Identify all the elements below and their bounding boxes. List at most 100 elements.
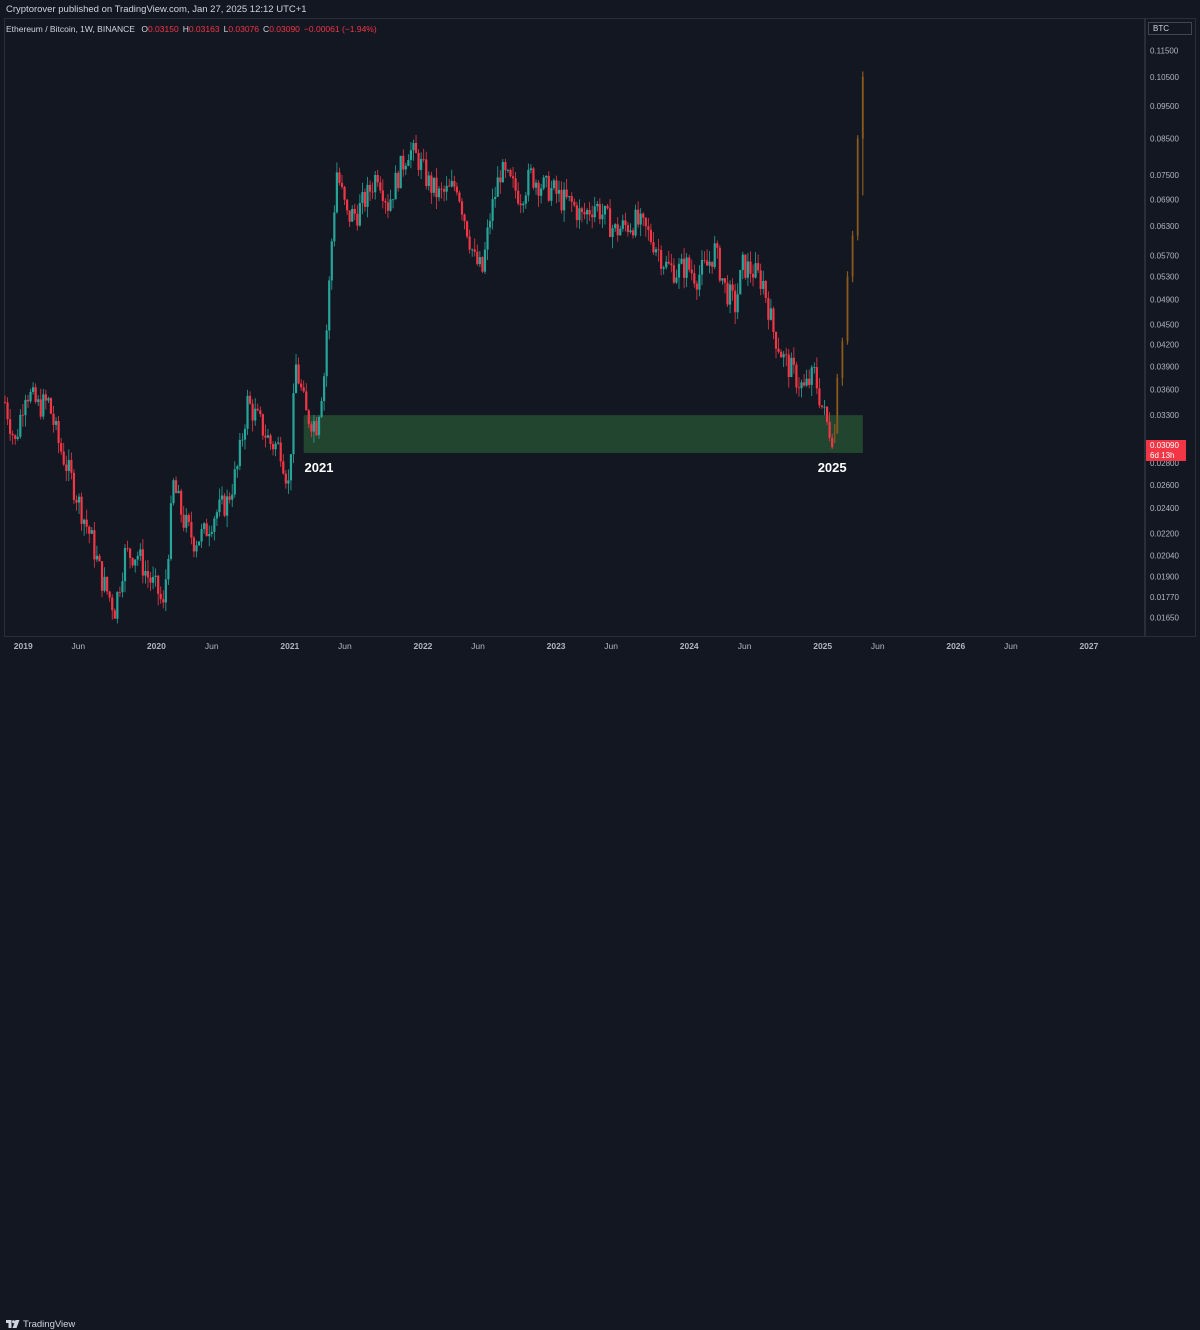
candle-body [72, 472, 76, 500]
price-chart[interactable]: 2021 2025 0.11500 0.10500 0.09500 0.08500 0.07… [0, 0, 1200, 677]
candle-body [471, 249, 474, 251]
candle-body [167, 558, 170, 580]
candle-body [598, 203, 601, 220]
candle-body [665, 261, 668, 268]
candle-body [218, 499, 221, 513]
candle-body [437, 188, 441, 198]
time-tick-label: Jun [1004, 641, 1018, 651]
ohlc-value: 0.03150 [147, 24, 179, 34]
candle-body [611, 228, 614, 237]
candle-body [649, 229, 653, 243]
candle-body [682, 258, 686, 278]
candle-body [774, 331, 778, 349]
candle-body [379, 182, 382, 191]
candle-body [511, 176, 515, 179]
time-tick-label: 2026 [946, 641, 965, 651]
candle-body [634, 209, 637, 236]
candle-body [154, 575, 157, 577]
candle-body [744, 254, 747, 278]
candle-body [718, 247, 721, 281]
candle-body [700, 260, 704, 275]
price-tick-label: 0.06300 [1150, 222, 1179, 231]
candle-body [708, 261, 711, 266]
candle-body [608, 208, 612, 237]
symbol-legend[interactable]: Ethereum / Bitcoin, 1W, BINANCE O0.03150… [6, 24, 377, 34]
candle-body [340, 182, 344, 187]
candle-body [769, 308, 772, 320]
candle-body [601, 214, 604, 220]
candle-body [800, 382, 803, 389]
candle-body [568, 196, 571, 198]
ohlc-values: O0.03150 H0.03163 L0.03076 C0.03090 −0.00061… [137, 24, 376, 34]
candle-body [501, 162, 504, 183]
candle-body [616, 224, 619, 236]
time-tick-label: Jun [604, 641, 618, 651]
currency-tag[interactable]: BTC [1148, 22, 1192, 35]
ohlc-item: L0.03076 [224, 24, 259, 34]
price-tick-label: 0.02800 [1150, 459, 1179, 468]
candle-body [192, 537, 196, 552]
candle-body [711, 261, 714, 267]
candle-body [751, 273, 755, 278]
candle-body [215, 512, 218, 519]
candle-body [407, 160, 410, 166]
last-price-badge: 0.03090 6d 13h [1146, 440, 1186, 461]
candle-body [736, 294, 739, 313]
candle-body [123, 548, 127, 582]
candle-body [60, 443, 63, 452]
candle-body [37, 399, 40, 402]
candle-body [780, 351, 783, 358]
candle-body [764, 280, 767, 299]
candle-body [182, 514, 185, 528]
candle-body [300, 383, 303, 388]
tradingview-logo-icon [6, 1320, 20, 1329]
candle-body [151, 576, 155, 583]
candle-body [823, 406, 826, 408]
candle-body [195, 545, 198, 552]
ohlc-item: H0.03163 [183, 24, 220, 34]
price-tick-label: 0.04900 [1150, 296, 1179, 305]
ohlc-value: 0.03090 [269, 24, 300, 34]
candle-body [159, 593, 162, 600]
candle-body [361, 191, 364, 204]
candle-body [363, 191, 367, 207]
candle-body [741, 254, 744, 271]
candle-body [537, 182, 540, 196]
candle-body [790, 357, 793, 378]
projection-candle-body [861, 76, 864, 139]
candle-body [274, 443, 277, 450]
candle-body [757, 263, 760, 271]
candle-body [169, 503, 173, 559]
candle-body [24, 399, 27, 416]
candle-body [351, 208, 354, 222]
candle-body [88, 526, 91, 534]
candle-body [614, 224, 617, 229]
candle-body [782, 354, 785, 358]
candle-body [450, 181, 453, 187]
candle-body [31, 387, 35, 392]
candle-body [402, 155, 405, 170]
candle-body [93, 530, 96, 560]
time-tick-label: 2024 [680, 641, 699, 651]
candle-body [414, 143, 418, 153]
time-tick-label: 2020 [147, 641, 166, 651]
candle-body [397, 172, 400, 189]
candle-body [14, 435, 17, 439]
time-tick-label: Jun [471, 641, 485, 651]
candle-body [795, 364, 798, 388]
tradingview-logo[interactable]: TradingView [6, 1319, 75, 1330]
candle-body [573, 201, 576, 206]
price-tick-label: 0.02600 [1150, 481, 1179, 490]
zone-label-2025: 2025 [818, 460, 847, 475]
price-axis-frame[interactable] [1145, 18, 1196, 637]
candle-body [563, 189, 566, 211]
candle-body [540, 188, 543, 196]
candle-body [174, 480, 178, 494]
time-tick-label: 2023 [547, 641, 566, 651]
candle-body [677, 263, 681, 278]
candle-body [348, 210, 351, 222]
candle-body [197, 541, 201, 546]
candle-body [445, 185, 448, 192]
candle-body [731, 284, 734, 291]
footer-bar: TradingView [0, 657, 1200, 1330]
